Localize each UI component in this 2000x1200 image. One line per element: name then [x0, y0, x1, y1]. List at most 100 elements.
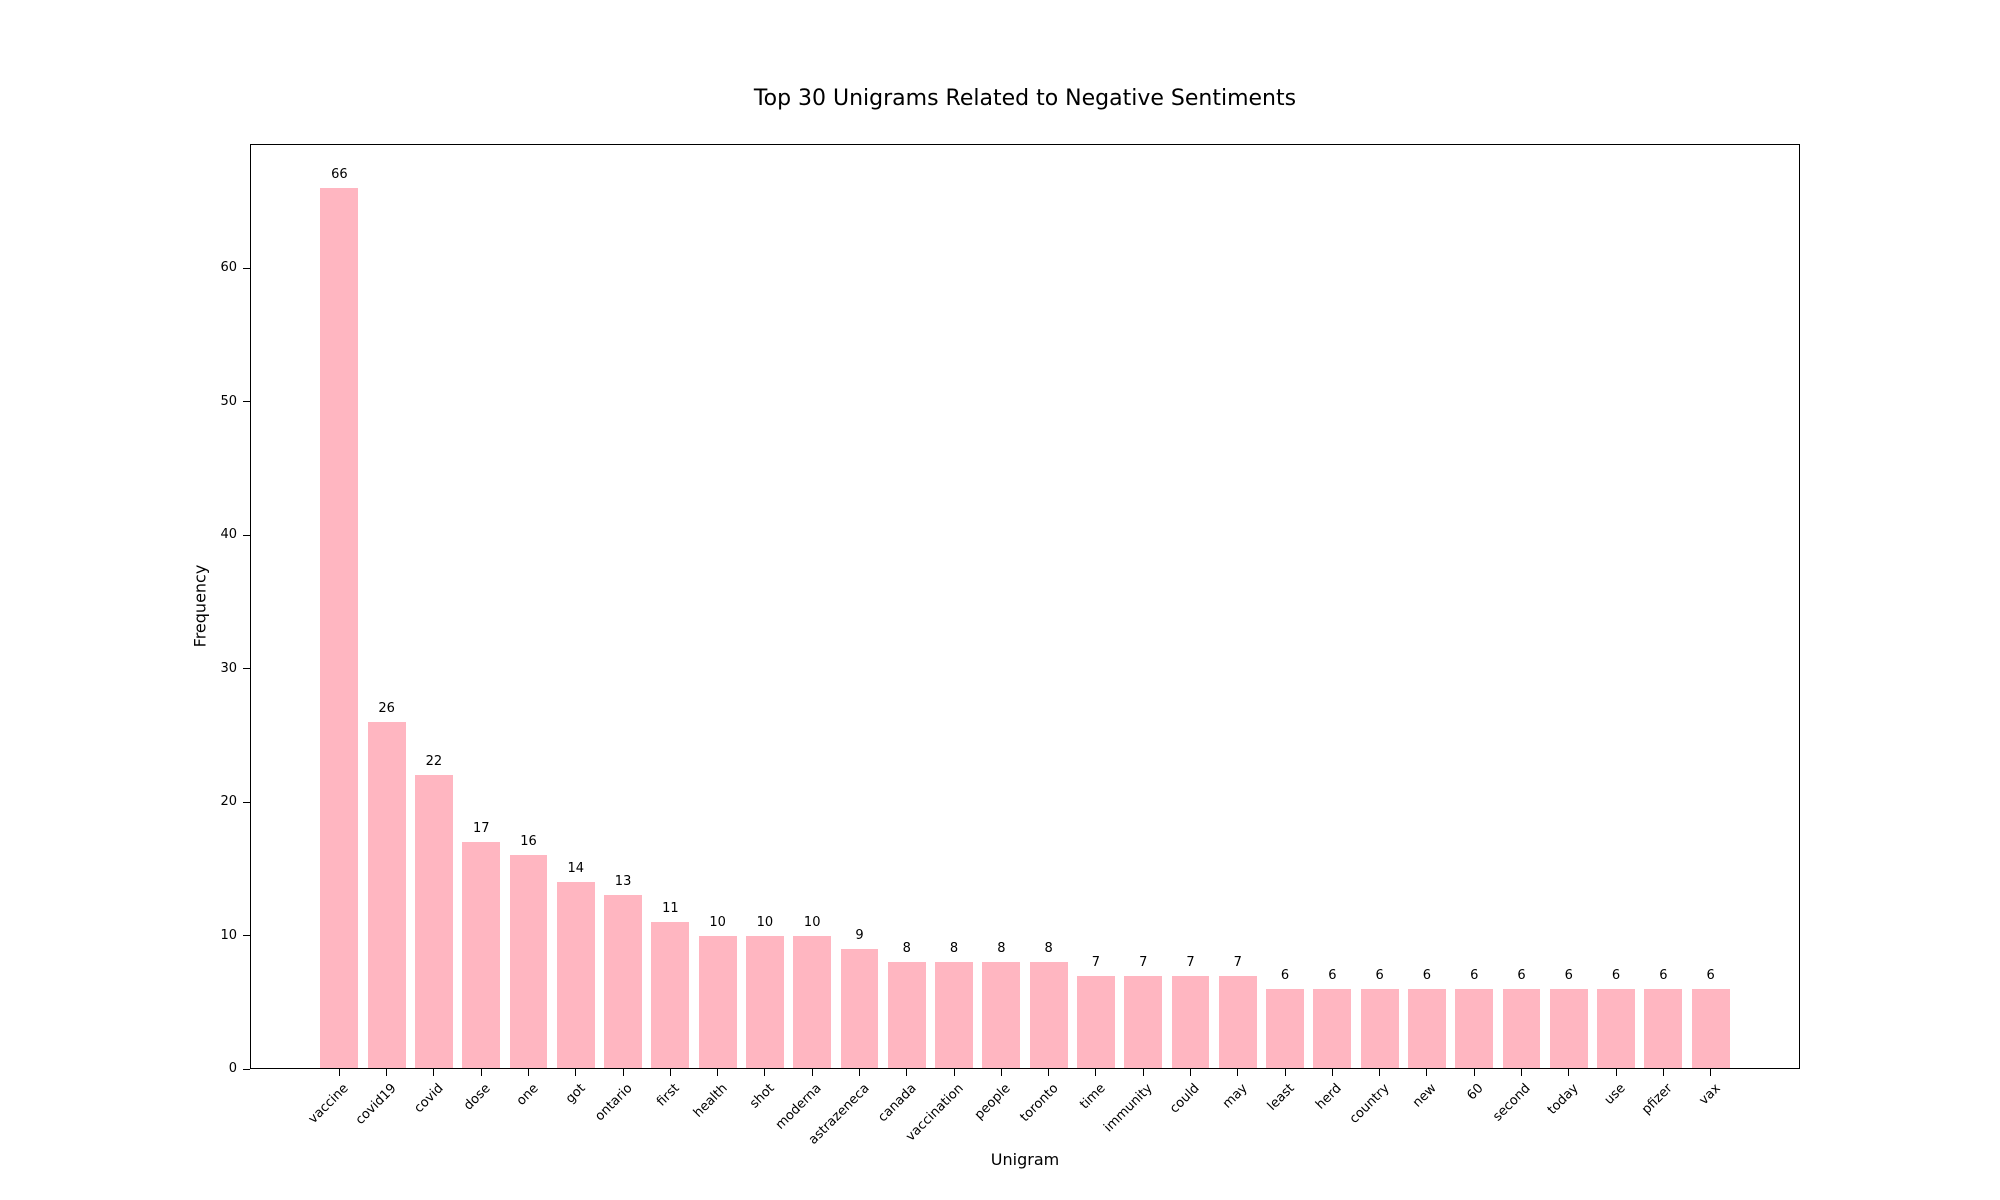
bar-value-label: 7 — [1233, 954, 1242, 970]
bar — [1266, 988, 1304, 1068]
bar-value-label: 6 — [1422, 967, 1432, 983]
bar-value-label: 10 — [756, 914, 774, 930]
x-axis-tick — [433, 1069, 435, 1076]
bar — [415, 775, 453, 1068]
bar-value-label: 9 — [855, 927, 864, 943]
y-axis-tick — [243, 801, 250, 803]
bar-value-label: 22 — [425, 754, 443, 770]
x-axis-tick — [717, 1069, 719, 1076]
bar — [556, 882, 595, 1068]
bar — [1549, 988, 1588, 1068]
y-axis-label: Frequency — [190, 564, 210, 648]
y-axis-tick — [243, 668, 250, 670]
x-axis-tick — [859, 1069, 860, 1076]
x-axis-tick — [811, 1069, 813, 1076]
bar-value-label: 10 — [803, 914, 821, 930]
y-tick-label: 40 — [220, 527, 237, 543]
x-axis-tick — [906, 1069, 908, 1076]
bar — [793, 935, 832, 1068]
x-tick-label: vaccine — [306, 1081, 352, 1127]
x-axis-tick — [1568, 1069, 1570, 1076]
y-tick-label: 0 — [228, 1061, 237, 1076]
bar-value-label: 6 — [1375, 967, 1384, 983]
bar — [1408, 988, 1446, 1068]
bar-value-label: 8 — [902, 941, 911, 957]
x-axis-tick — [1520, 1069, 1522, 1076]
x-axis-tick — [1189, 1069, 1191, 1076]
x-axis-tick — [1426, 1069, 1428, 1076]
x-axis-tick — [622, 1069, 624, 1076]
x-axis-tick — [764, 1069, 766, 1076]
bar — [604, 895, 642, 1068]
bar — [1029, 962, 1068, 1068]
x-axis-tick — [1473, 1069, 1475, 1076]
bar — [1218, 975, 1257, 1068]
x-axis-tick — [1000, 1069, 1002, 1076]
x-axis-label: Unigram — [990, 1150, 1060, 1169]
y-axis-tick — [243, 534, 250, 536]
bar — [1597, 988, 1635, 1068]
bar — [1124, 975, 1163, 1068]
bar-value-label: 6 — [1611, 967, 1621, 983]
bar-value-label: 6 — [1659, 967, 1668, 983]
bar-value-label: 6 — [1328, 967, 1337, 983]
bar — [367, 721, 406, 1068]
bar — [1313, 988, 1352, 1068]
bar-value-label: 6 — [1470, 967, 1479, 983]
bar — [509, 855, 548, 1068]
x-axis-tick — [1379, 1069, 1381, 1076]
x-axis-tick — [386, 1069, 388, 1076]
y-axis-tick — [243, 1068, 250, 1070]
bar-value-label: 8 — [1044, 941, 1053, 957]
y-tick-label: 20 — [220, 794, 237, 810]
y-axis-tick — [243, 935, 250, 937]
bar — [1455, 988, 1494, 1068]
bar-value-label: 7 — [1186, 954, 1195, 970]
x-axis-tick — [1662, 1069, 1664, 1076]
x-axis-tick — [1237, 1069, 1239, 1076]
x-axis-tick — [1095, 1069, 1097, 1076]
bar — [840, 948, 879, 1068]
y-axis-tick — [243, 267, 250, 269]
bar — [1077, 975, 1115, 1068]
bar — [462, 842, 501, 1068]
bar — [1360, 988, 1399, 1068]
bar — [651, 922, 690, 1068]
bar-value-label: 7 — [1139, 954, 1148, 970]
bar-value-label: 14 — [567, 861, 585, 877]
bar — [982, 962, 1021, 1068]
x-axis-tick — [1048, 1069, 1050, 1076]
bar-value-label: 8 — [949, 941, 959, 957]
bar — [1502, 988, 1541, 1068]
bar — [935, 962, 973, 1068]
x-axis-tick — [669, 1069, 671, 1076]
y-tick-label: 10 — [220, 927, 237, 943]
x-axis-tick — [1615, 1069, 1617, 1076]
bar — [746, 935, 784, 1068]
bar-value-label: 8 — [997, 941, 1006, 957]
bar-value-label: 16 — [520, 834, 537, 850]
bar-value-label: 66 — [331, 167, 348, 183]
bar — [887, 962, 926, 1068]
x-axis-tick — [338, 1069, 340, 1076]
x-axis-tick — [575, 1069, 577, 1076]
bar-value-label: 6 — [1564, 967, 1573, 983]
x-axis-tick — [1142, 1069, 1144, 1076]
bar-value-label: 17 — [472, 821, 490, 837]
bar-value-label: 6 — [1280, 967, 1290, 983]
x-axis-tick — [953, 1069, 955, 1076]
y-axis-tick — [243, 401, 250, 403]
plot-area — [250, 144, 1800, 1069]
bar — [1691, 988, 1730, 1068]
bar — [1644, 988, 1683, 1068]
bar-value-label: 7 — [1091, 954, 1101, 970]
bar-value-label: 26 — [378, 700, 395, 716]
x-axis-tick — [1710, 1069, 1712, 1076]
bar-value-label: 10 — [709, 914, 726, 930]
y-tick-label: 50 — [220, 393, 237, 409]
x-axis-tick — [480, 1069, 482, 1076]
x-axis-tick — [528, 1069, 529, 1076]
y-tick-label: 60 — [220, 260, 237, 276]
bar-value-label: 6 — [1706, 967, 1715, 983]
